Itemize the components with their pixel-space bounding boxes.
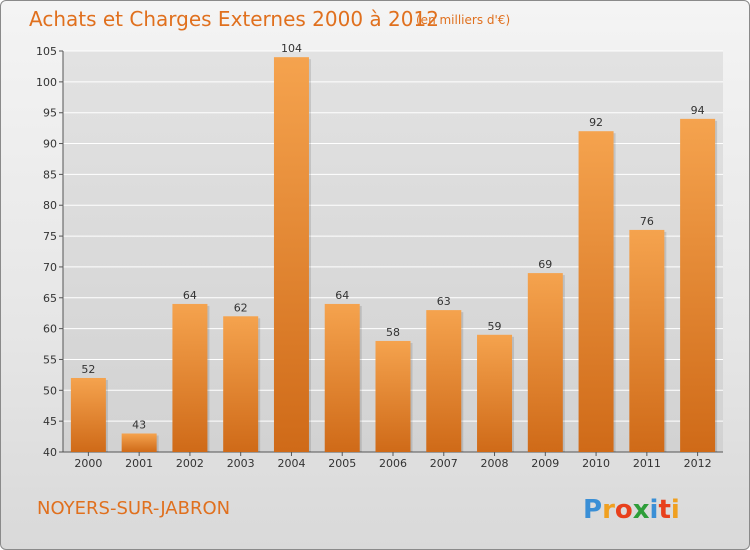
x-tick-label: 2011 xyxy=(633,457,661,470)
plot-area: 40 45 50 55 60 65 70 75 80 85 90 95 100 105 52 2000 43 20… xyxy=(36,42,723,470)
svg-text:Proxiti: Proxiti xyxy=(583,495,680,525)
y-tick-label: 80 xyxy=(43,199,57,212)
bar xyxy=(680,118,716,452)
bar-value-label: 62 xyxy=(234,301,248,314)
y-tick-label: 100 xyxy=(36,76,57,89)
bar xyxy=(426,310,462,452)
bar-value-label: 52 xyxy=(81,363,95,376)
x-tick-label: 2007 xyxy=(430,457,458,470)
x-tick-label: 2000 xyxy=(74,457,102,470)
bar-value-label: 76 xyxy=(640,215,654,228)
y-tick-label: 75 xyxy=(43,230,57,243)
y-tick-label: 90 xyxy=(43,138,57,151)
bar xyxy=(223,316,259,452)
x-tick-label: 2001 xyxy=(125,457,153,470)
bar-value-label: 43 xyxy=(132,418,146,431)
y-tick-label: 95 xyxy=(43,107,57,120)
commune-name: NOYERS-SUR-JABRON xyxy=(37,498,231,519)
y-tick-label: 55 xyxy=(43,353,57,366)
x-tick-label: 2009 xyxy=(531,457,559,470)
bar-value-label: 64 xyxy=(335,289,349,302)
x-tick-label: 2003 xyxy=(227,457,255,470)
bar-value-label: 63 xyxy=(437,295,451,308)
bar xyxy=(375,340,411,452)
bar xyxy=(629,229,665,452)
chart-title: Achats et Charges Externes 2000 à 2012 xyxy=(29,7,439,31)
y-tick-label: 70 xyxy=(43,261,57,274)
bar-value-label: 92 xyxy=(589,116,603,129)
bar xyxy=(172,303,208,452)
x-tick-label: 2010 xyxy=(582,457,610,470)
y-tick-label: 65 xyxy=(43,292,57,305)
chart-subtitle: (en milliers d'€) xyxy=(416,13,511,27)
x-tick-label: 2002 xyxy=(176,457,204,470)
x-tick-label: 2012 xyxy=(684,457,712,470)
bar xyxy=(70,377,106,452)
x-tick-label: 2008 xyxy=(481,457,509,470)
bar-value-label: 64 xyxy=(183,289,197,302)
y-tick-label: 85 xyxy=(43,168,57,181)
bar xyxy=(273,57,309,453)
proxiti-logo: Proxiti xyxy=(583,495,680,525)
bar-value-label: 69 xyxy=(538,258,552,271)
y-tick-label: 40 xyxy=(43,446,57,459)
x-tick-label: 2004 xyxy=(277,457,305,470)
bar xyxy=(121,433,157,452)
bar xyxy=(477,334,513,452)
y-tick-label: 105 xyxy=(36,45,57,58)
x-tick-label: 2005 xyxy=(328,457,356,470)
bar-value-label: 58 xyxy=(386,326,400,339)
bar-value-label: 104 xyxy=(281,42,302,55)
x-tick-label: 2006 xyxy=(379,457,407,470)
bar xyxy=(527,273,563,452)
y-tick-label: 45 xyxy=(43,415,57,428)
bar-value-label: 59 xyxy=(488,320,502,333)
bar xyxy=(578,131,614,452)
y-tick-label: 60 xyxy=(43,323,57,336)
bar-value-label: 94 xyxy=(691,104,705,117)
y-tick-label: 50 xyxy=(43,384,57,397)
bar xyxy=(324,303,360,452)
